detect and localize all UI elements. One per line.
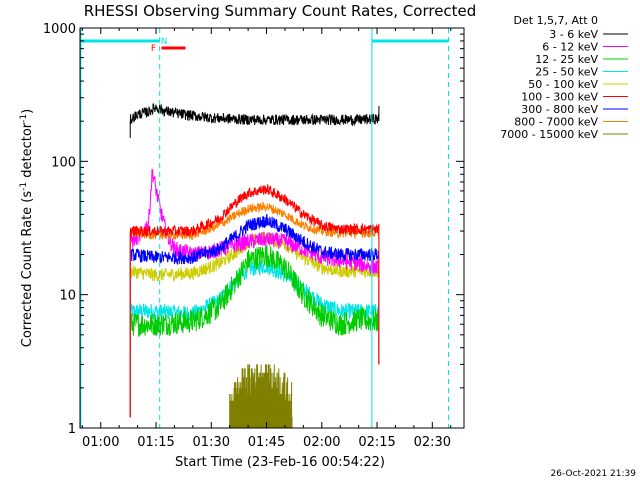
legend-entry-6: 300 - 800 keV — [521, 103, 598, 116]
x-tick-label-4: 02:00 — [303, 435, 340, 450]
x-tick-label-1: 01:15 — [137, 435, 174, 450]
y-tick-label-3: 1000 — [43, 22, 76, 37]
series-800-7000-kevline — [129, 201, 380, 418]
x-tick-label-0: 01:00 — [82, 435, 119, 450]
night-flag-letter: N — [161, 37, 168, 47]
series-3-6-kevline — [129, 103, 380, 138]
footer-date: 26-Oct-2021 21:39 — [551, 469, 637, 479]
y-tick-label-2: 100 — [51, 155, 76, 170]
legend-entry-2: 12 - 25 keV — [535, 53, 598, 66]
legend-entry-3: 25 - 50 keV — [535, 66, 598, 79]
y-axis-label-part3: ) — [20, 109, 35, 114]
legend-entry-1: 6 - 12 keV — [542, 41, 598, 54]
series-50-100-kevline — [129, 231, 380, 418]
x-axis-label: Start Time (23-Feb-16 00:54:22) — [175, 455, 385, 470]
overlay-layer: FN — [80, 28, 450, 428]
y-axis: 1 10 100 1000 — [43, 22, 464, 437]
x-tick-label-5: 02:15 — [358, 435, 395, 450]
x-tick-label-3: 01:45 — [248, 435, 285, 450]
y-axis-label-sup1: -1 — [19, 182, 29, 191]
x-axis: 01:00 01:15 01:30 01:45 02:00 02:15 02:30 — [81, 28, 452, 450]
series-7000-15000-kevline — [229, 364, 293, 428]
plot-frame — [79, 27, 465, 429]
x-tick-label-6: 02:30 — [414, 435, 451, 450]
y-axis-label: Corrected Count Rate (s-1 detector-1) — [19, 109, 35, 347]
y-tick-label-0: 1 — [68, 422, 76, 437]
series-12-25-kevline — [129, 244, 380, 418]
series-300-800-kevline — [129, 213, 380, 418]
chart-title: RHESSI Observing Summary Count Rates, Co… — [84, 2, 477, 20]
legend-title: Det 1,5,7, Att 0 — [514, 14, 598, 27]
y-tick-label-1: 10 — [59, 289, 76, 304]
y-axis-label-sup2: -1 — [19, 114, 29, 123]
legend-entry-8: 7000 - 15000 keV — [500, 128, 598, 141]
series-layer — [129, 103, 380, 428]
legend-entry-0: 3 - 6 keV — [549, 28, 598, 41]
legend-entry-5: 100 - 300 keV — [521, 91, 598, 104]
x-tick-label-2: 01:30 — [193, 435, 230, 450]
legend-entry-7: 800 - 7000 keV — [514, 116, 598, 129]
y-axis-label-part1: Corrected Count Rate (s — [20, 191, 35, 348]
legend-entry-4: 50 - 100 keV — [528, 78, 598, 91]
y-axis-label-part2: detector — [20, 122, 35, 182]
flare-flag-letter: F — [151, 44, 156, 54]
series-100-300-kevline — [129, 184, 380, 418]
